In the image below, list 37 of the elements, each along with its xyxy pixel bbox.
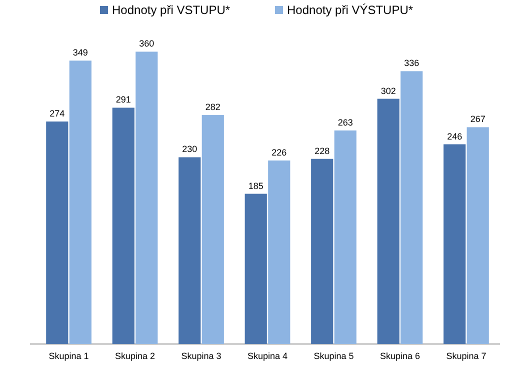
data-label: 291 xyxy=(116,94,131,105)
data-label: 263 xyxy=(338,117,353,128)
bar xyxy=(268,160,290,344)
bar xyxy=(244,194,267,344)
data-label: 302 xyxy=(380,86,396,96)
x-tick-label: Skupina 6 xyxy=(380,351,420,361)
bar xyxy=(444,144,466,344)
data-label: 360 xyxy=(139,38,154,49)
legend-label: Hodnoty při VSTUPU* xyxy=(112,3,230,17)
data-label: 336 xyxy=(404,58,420,68)
x-tick-label: Skupina 7 xyxy=(446,351,486,361)
data-label: 246 xyxy=(447,131,462,142)
bar xyxy=(334,130,356,344)
data-label: 349 xyxy=(72,48,88,58)
bar xyxy=(69,60,92,344)
x-tick-label: Skupina 3 xyxy=(181,351,222,361)
data-label: 228 xyxy=(314,146,330,156)
x-tick-label: Skupina 5 xyxy=(314,351,354,361)
data-label: 274 xyxy=(50,108,65,119)
bar xyxy=(377,98,400,344)
bar xyxy=(466,127,489,344)
x-tick-label: Skupina 1 xyxy=(48,351,89,361)
data-label: 226 xyxy=(272,147,287,158)
bar xyxy=(311,158,334,344)
data-label: 185 xyxy=(248,180,264,191)
legend-label: Hodnoty při VÝSTUPU* xyxy=(287,3,414,17)
x-tick-label: Skupina 2 xyxy=(115,351,156,361)
x-tick-label: Skupina 4 xyxy=(247,351,288,361)
bar xyxy=(202,115,224,344)
bar xyxy=(112,108,134,344)
data-label: 282 xyxy=(205,102,220,112)
data-label: 267 xyxy=(470,114,486,124)
bar xyxy=(136,52,158,344)
bar xyxy=(46,122,68,344)
bar xyxy=(178,157,201,344)
data-label: 230 xyxy=(182,144,198,154)
bar xyxy=(400,71,423,344)
